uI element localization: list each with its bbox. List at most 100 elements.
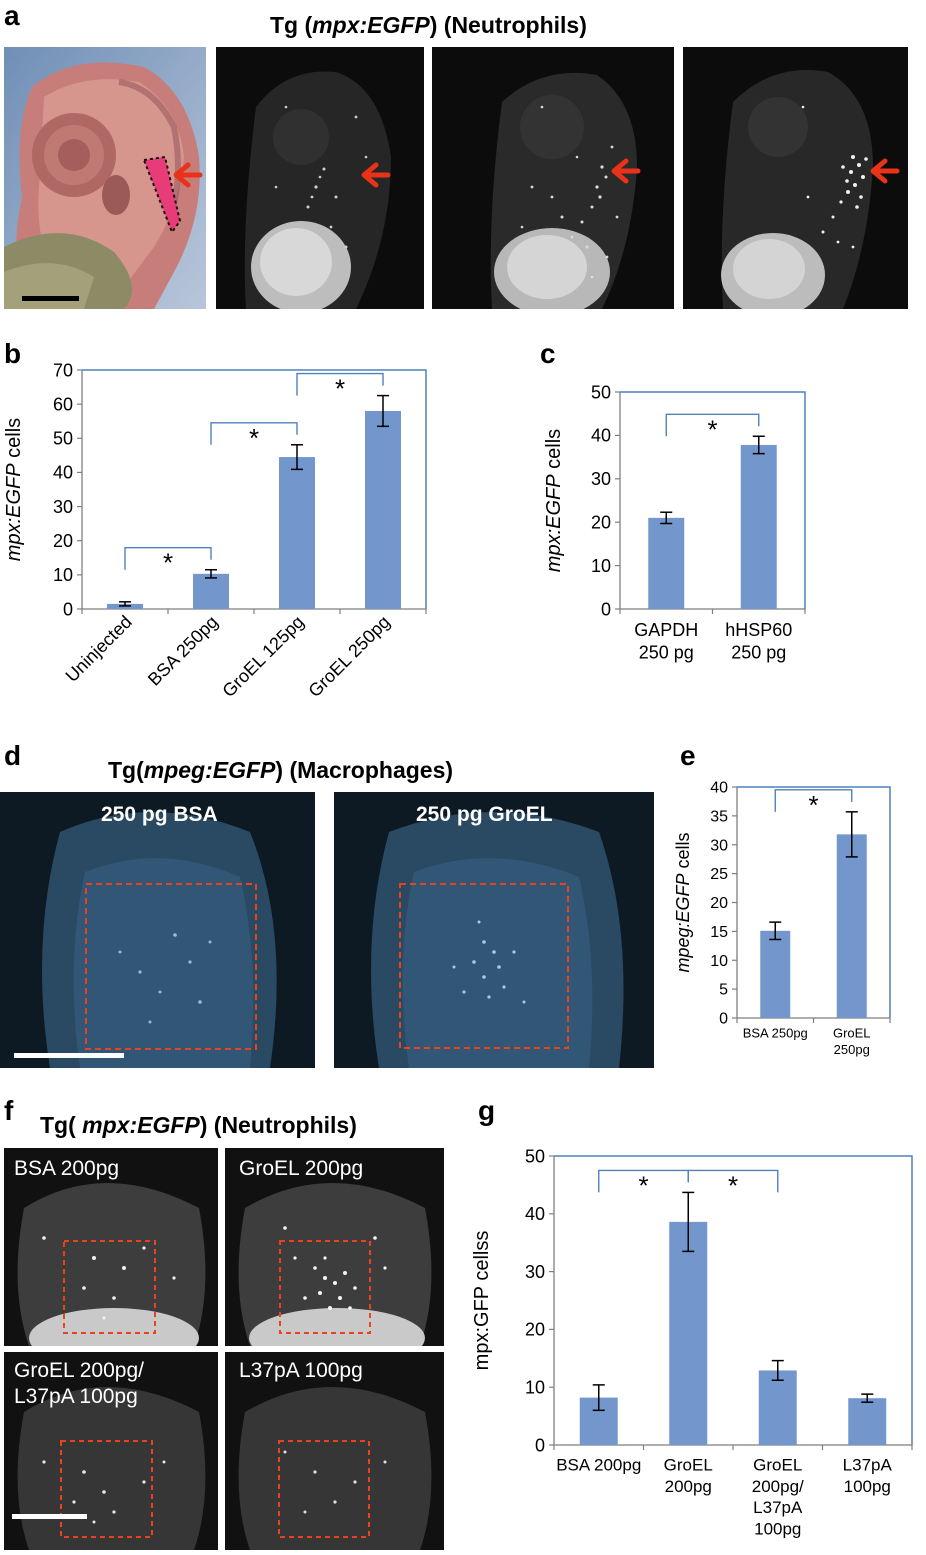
y-tick-label: 40 (591, 426, 611, 446)
y-tick-label: 10 (710, 953, 728, 970)
significance-bracket (774, 789, 853, 812)
y-axis-label: mpx:GFP cellss (471, 1231, 493, 1371)
bar (758, 1370, 797, 1445)
y-tick-label: 30 (591, 469, 611, 489)
chart-c-svg: 0 10 20 30 40 50 GAPDH 250 pg hHSP60 250 pg mpx:EG… (543, 382, 806, 663)
y-tick-label: 10 (591, 556, 611, 576)
neutrophil-image-l37pa-100: L37pA 100pg (225, 1352, 444, 1550)
category-label: 250pg (834, 1042, 870, 1057)
y-tick-label: 10 (53, 565, 73, 585)
y-tick-label: 0 (63, 599, 73, 619)
neutrophil-fluorescence-image-2 (432, 47, 674, 309)
panel-d-title-prefix: Tg( (108, 757, 144, 783)
bar (193, 573, 229, 609)
significance-bracket (665, 413, 760, 437)
chart-g-svg: 0 10 20 30 40 50 BSA 200pg GroEL 200pg GroEL 200pg… (471, 1146, 913, 1538)
macrophage-image-groel-label: 250 pg GroEL (416, 803, 553, 826)
category-label: hHSP60 (725, 620, 792, 640)
neutrophil-fluorescence-image-3 (683, 47, 908, 309)
y-axis-label-italic: mpx:EGFP (543, 474, 565, 572)
y-tick-label: 15 (710, 924, 728, 941)
significance-star: * (249, 423, 259, 453)
panel-d-title: Tg(mpeg:EGFP) (Macrophages) (108, 757, 453, 784)
y-tick-label: 35 (710, 808, 728, 825)
panel-label-g: g (478, 1095, 496, 1126)
neutrophil-image-groel-l37pa: GroEL 200pg/ L37pA 100pg (4, 1352, 218, 1550)
y-tick-label: 30 (525, 1262, 545, 1282)
neutrophil-image-bsa-200-label: BSA 200pg (14, 1157, 120, 1180)
y-tick-label: 0 (535, 1435, 545, 1455)
category-label: L37pA (843, 1456, 893, 1475)
chart-g: 0 10 20 30 40 50 BSA 200pg GroEL 200pg GroEL 200pg… (462, 1135, 926, 1555)
panel-f-title: Tg( mpx:EGFP) (Neutrophils) (40, 1112, 357, 1139)
y-tick-label: 50 (591, 382, 611, 402)
bar (848, 1398, 887, 1445)
panel-label-f: f (4, 1095, 14, 1126)
y-axis-label: mpeg:EGFP cells (675, 832, 693, 972)
category-label: L37pA (753, 1498, 803, 1517)
panel-f-title-italic: mpx:EGFP (82, 1112, 200, 1138)
category-label: 250 pg (639, 643, 694, 663)
category-label: BSA 250pg (743, 1026, 808, 1041)
significance-star: * (638, 1170, 648, 1200)
brightfield-embryo-image (4, 47, 206, 309)
panel-d-title-suffix: ) (Macrophages) (275, 757, 454, 783)
category-label: GroEL (664, 1456, 713, 1475)
panel-a-title-prefix: Tg ( (270, 12, 313, 38)
y-tick-label: 30 (710, 837, 728, 854)
significance-star: * (163, 548, 173, 578)
chart-e: 0 5 10 15 20 25 30 35 40 BSA 250pg GroEL 250pg mpeg:… (673, 778, 915, 1083)
macrophage-image-bsa: 250 pg BSA (0, 792, 315, 1068)
bar (669, 1221, 708, 1445)
y-tick-label: 25 (710, 866, 728, 883)
panel-label-b: b (4, 338, 22, 369)
y-axis-label-italic: mpeg:EGFP (675, 873, 693, 972)
y-tick-label: 50 (525, 1146, 545, 1166)
y-tick-label: 5 (719, 982, 728, 999)
neutrophil-image-groel-200: GroEL 200pg (225, 1148, 444, 1346)
neutrophil-image-groel-200-label: GroEL 200pg (239, 1157, 364, 1180)
plot-frame (554, 1155, 913, 1445)
category-label: 200pg (665, 1477, 712, 1496)
bar (365, 410, 401, 609)
significance-star: * (808, 790, 818, 820)
macrophage-image-groel: 250 pg GroEL (334, 792, 654, 1068)
panel-label-a: a (4, 0, 20, 31)
panel-d-title-italic: mpeg:EGFP (143, 757, 276, 783)
category-label: BSA 200pg (556, 1456, 641, 1475)
significance-star: * (335, 374, 345, 404)
panel-a-title: Tg (mpx:EGFP) (Neutrophils) (270, 12, 587, 39)
y-tick-label: 60 (53, 394, 73, 414)
panel-f-title-suffix: ) (Neutrophils) (199, 1112, 357, 1138)
y-tick-label: 50 (53, 429, 73, 449)
macrophage-image-bsa-label: 250 pg BSA (101, 803, 218, 826)
plot-frame (737, 786, 891, 1018)
panel-label-e: e (680, 740, 696, 771)
plot-frame (620, 391, 806, 609)
y-axis-label-suffix: cells (543, 429, 565, 475)
bar (648, 517, 685, 609)
panel-a-title-italic: mpx:EGFP (312, 12, 430, 38)
chart-b: 0 10 20 30 40 50 60 70 Uninjected BSA 250pg GroEL … (0, 350, 440, 727)
y-tick-label: 0 (601, 599, 611, 619)
category-label: 250 pg (731, 643, 786, 663)
neutrophil-image-bsa-200: BSA 200pg (4, 1148, 218, 1346)
plot-frame (82, 369, 427, 609)
neutrophil-fluorescence-image-1 (216, 47, 424, 309)
category-label: Uninjected (62, 612, 136, 686)
y-axis-label: mpx:EGFP cells (3, 418, 25, 561)
chart-c: 0 10 20 30 40 50 GAPDH 250 pg hHSP60 250 pg mpx:EG… (530, 375, 820, 685)
panel-label-d: d (4, 740, 22, 771)
y-tick-label: 20 (710, 895, 728, 912)
category-label: GroEL (753, 1456, 802, 1475)
bar (740, 444, 777, 609)
category-label: GroEL 125pg (218, 612, 307, 701)
y-axis-label-suffix: cells (3, 418, 25, 464)
category-label: GAPDH (634, 620, 698, 640)
y-tick-label: 40 (53, 463, 73, 483)
bar (836, 834, 867, 1018)
significance-bracket (124, 547, 212, 570)
y-tick-label: 0 (719, 1011, 728, 1028)
